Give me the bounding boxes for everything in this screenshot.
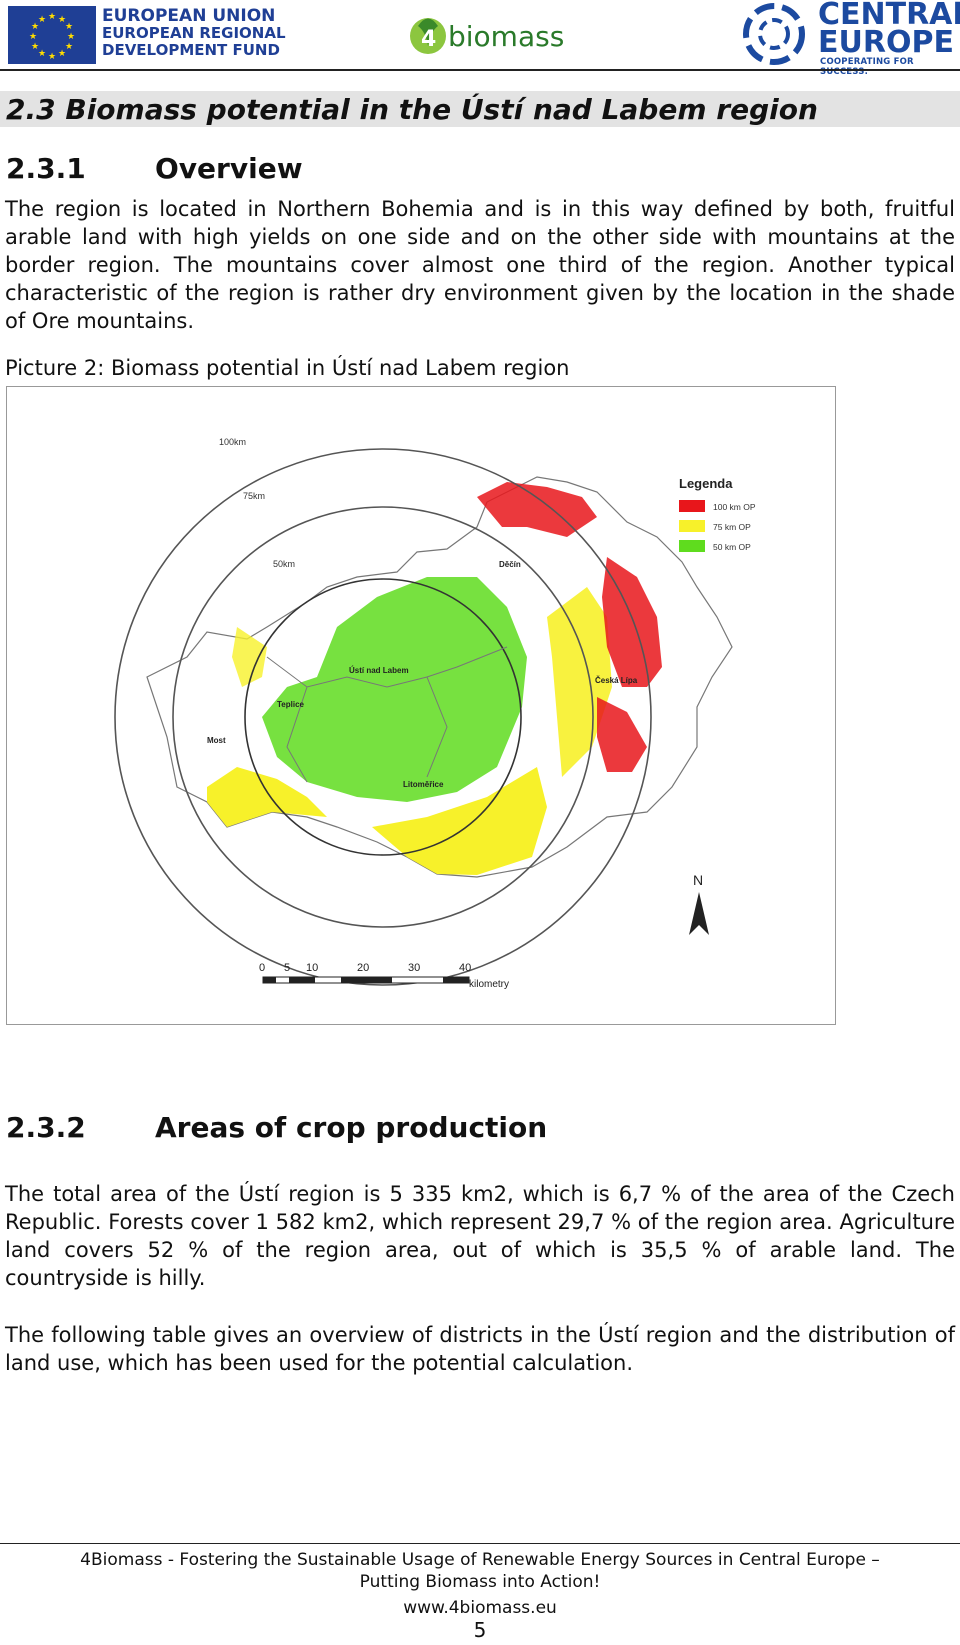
footer-line-2: Putting Biomass into Action! [359,1572,601,1592]
svg-text:★: ★ [58,49,66,59]
svg-text:★: ★ [31,42,39,52]
crop-paragraph-1: The total area of the Ústí region is 5 3… [5,1182,955,1290]
biomass-logo-text: biomass [448,20,565,53]
svg-text:★: ★ [31,22,39,32]
scale-tick-40: 40 [459,962,471,974]
subsection-1-number: 2.3.1 [6,152,86,185]
central-europe-logo [738,0,958,68]
town-label-most: Most [207,736,226,745]
town-label-litomerice: Litoměřice [403,780,444,789]
section-heading: 2.3 Biomass potential in the Ústí nad La… [6,93,818,126]
legend-title: Legenda [679,476,733,491]
scale-bar [262,976,470,984]
north-label: N [693,872,703,888]
subsection-1-title: Overview [155,152,303,185]
svg-text:★: ★ [65,42,73,52]
footer-url[interactable]: www.4biomass.eu [403,1598,557,1618]
page-number: 5 [473,1618,487,1642]
svg-text:4: 4 [421,27,436,52]
eu-logo-text: EUROPEAN UNION EUROPEAN REGIONAL DEVELOP… [102,8,286,59]
ring-label-50: 50km [273,559,295,569]
section-heading-bar [0,91,960,127]
scale-tick-20: 20 [357,962,369,974]
town-label-usti: Ústí nad Labem [349,666,409,675]
svg-text:★: ★ [67,32,75,42]
ce-logo-line2: EUROPE [818,25,954,60]
legend-label-75: 75 km OP [713,522,751,532]
eu-line-3: DEVELOPMENT FUND [102,41,280,59]
svg-text:★: ★ [58,15,66,25]
svg-text:★: ★ [38,49,46,59]
ce-logo-line1: CENTRAL [818,0,960,32]
ce-logo-tagline: COOPERATING FOR SUCCESS. [820,57,914,77]
scale-tick-10: 10 [306,962,318,974]
eu-line-1: EUROPEAN UNION [102,6,276,26]
town-label-teplice: Teplice [277,700,305,709]
town-label-decin: Děčín [499,560,521,569]
eu-flag-logo: ★ ★ ★ ★ ★ ★ ★ ★ ★ ★ ★ ★ [8,6,96,64]
scale-tick-0: 0 [259,962,265,974]
town-label-ceska-lipa: Česká Lípa [595,676,638,685]
scale-tick-5: 5 [284,962,290,974]
ring-label-100: 100km [219,437,246,447]
scale-tick-30: 30 [408,962,420,974]
biomass-potential-map: 100km 75km 50km Děčín Ústí nad Labem Tep… [6,386,836,1025]
legend-label-100: 100 km OP [713,502,756,512]
svg-text:★: ★ [48,52,56,62]
footer-rule [0,1543,960,1544]
subsection-2-number: 2.3.2 [6,1111,86,1144]
footer-line-1: 4Biomass - Fostering the Sustainable Usa… [80,1550,880,1570]
svg-text:★: ★ [29,32,37,42]
svg-text:★: ★ [48,12,56,22]
header-rule [0,69,960,71]
picture-caption: Picture 2: Biomass potential in Ústí nad… [5,356,570,380]
eu-line-2: EUROPEAN REGIONAL [102,24,286,42]
legend-swatch-100 [679,500,705,512]
legend-swatch-50 [679,540,705,552]
legend-label-50: 50 km OP [713,542,751,552]
svg-text:★: ★ [65,22,73,32]
crop-paragraph-2: The following table gives an overview of… [5,1323,955,1375]
svg-text:★: ★ [38,15,46,25]
ring-label-75: 75km [243,491,265,501]
north-arrow-icon [689,892,709,935]
scale-unit: kilometry [469,979,509,990]
overview-paragraph: The region is located in Northern Bohemi… [5,197,955,333]
subsection-2-title: Areas of crop production [155,1111,548,1144]
4biomass-logo: 4 [408,6,558,66]
legend-swatch-75 [679,520,705,532]
